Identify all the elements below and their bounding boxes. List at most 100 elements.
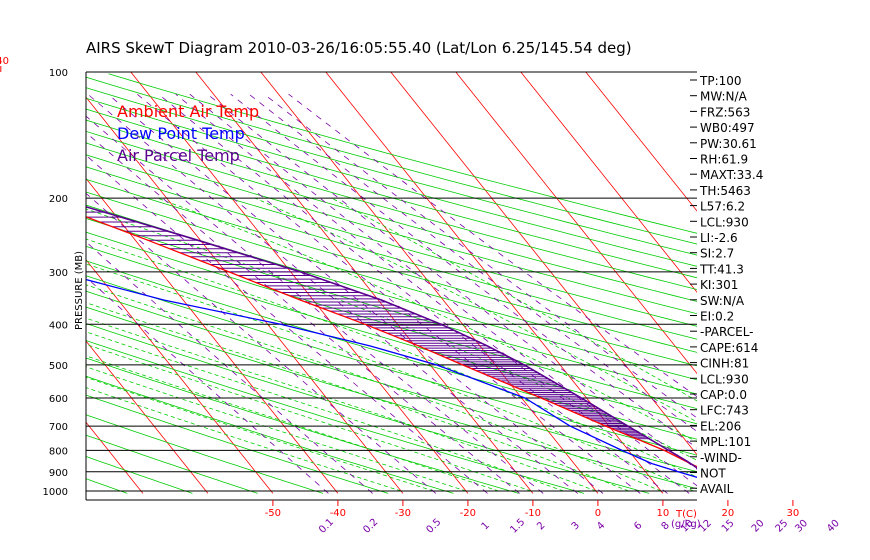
dry-adiabat-line: [86, 394, 389, 494]
stat-label: WB0:497: [700, 121, 755, 135]
mixing-ratio-line: [189, 93, 697, 487]
mixing-ratio-label: 3: [570, 520, 582, 532]
dry-adiabat-line: [86, 340, 585, 494]
dry-adiabat-line: [86, 434, 258, 494]
dry-adiabat-line: [86, 357, 519, 494]
isotherm-line: [86, 340, 209, 494]
stat-label: MW:N/A: [700, 90, 748, 104]
mixing-ratio-label: 1: [480, 520, 492, 532]
x-axis-unit-label: T(C): [675, 509, 697, 520]
mixing-ratio-line: [158, 93, 668, 494]
isobar-layer: 100 200 300 400 500 600 700 800 900 1000: [43, 68, 697, 498]
dry-adiabat-line: [86, 231, 697, 410]
mixing-ratio-line: [87, 93, 578, 494]
stat-label: AVAIL: [700, 482, 734, 496]
bottom-temp-tick-label: 0: [595, 508, 601, 519]
legend-entry: Ambient Air Temp: [117, 102, 259, 121]
stat-label: LFC:743: [700, 404, 749, 418]
pressure-tick-label: 800: [49, 446, 68, 457]
mixing-ratio-line: [86, 276, 329, 494]
ambient-air-temp-line: [86, 216, 697, 468]
mixing-ratio-label: 0.2: [361, 517, 380, 536]
mixing-ratio-label: 25: [774, 518, 791, 535]
pressure-tick-label: 700: [49, 422, 68, 433]
chart-title: AIRS SkewT Diagram 2010-03-26/16:05:55.4…: [86, 39, 632, 57]
stat-label: LI:-2.6: [700, 231, 738, 245]
stat-label: MAXT:33.4: [700, 168, 763, 182]
isotherm-line: [86, 259, 274, 494]
stat-label: SW:N/A: [700, 294, 745, 308]
air-parcel-temp-line: [86, 205, 697, 469]
stat-label: PW:30.61: [700, 137, 757, 151]
legend-entry: Dew Point Temp: [117, 124, 245, 143]
top-temp-tick-label: -40: [0, 56, 9, 67]
mixing-ratio-label: 1.5: [508, 517, 527, 536]
mixing-ratio-line: [86, 192, 437, 494]
mixing-ratio-label: 8: [660, 520, 672, 532]
pressure-tick-label: 1000: [43, 487, 68, 498]
moist-adiabat-line: [86, 366, 467, 492]
stat-label: EL:206: [700, 419, 741, 433]
dry-adiabat-line: [86, 306, 697, 490]
pressure-tick-label: 600: [49, 394, 68, 405]
stat-label: MPL:101: [700, 435, 751, 449]
isotherm-line: [390, 72, 697, 456]
mixing-ratio-label: 0.5: [424, 517, 443, 536]
dry-adiabat-line: [86, 323, 650, 494]
bottom-temp-tick-label: -40: [330, 508, 346, 519]
pressure-tick-label: 900: [49, 468, 68, 479]
stat-label: TH:5463: [699, 184, 751, 198]
pressure-tick-label: 300: [49, 268, 68, 279]
isotherm-line: [520, 72, 697, 293]
mixing-ratio-label: 4: [595, 520, 607, 532]
stat-label: RH:61.9: [700, 153, 748, 167]
moist-adiabat-line: [331, 197, 697, 402]
bottom-temp-tick-label: -20: [460, 508, 476, 519]
stat-label: LCL:930: [700, 372, 749, 386]
mixing-ratio-unit-label: (g/kg): [671, 519, 701, 530]
dry-adiabat-line: [86, 275, 697, 456]
mixing-ratio-line: [288, 93, 697, 398]
bottom-temp-tick-label: 10: [657, 508, 670, 519]
moist-adiabat-line: [254, 197, 697, 423]
dew-point-temp-line: [86, 278, 697, 478]
isotherm-line: [260, 72, 599, 494]
stat-label: FRZ:563: [700, 105, 750, 119]
cape-hatch-layer: [86, 206, 650, 440]
pressure-tick-label: 200: [49, 194, 68, 205]
dry-adiabat-line: [86, 119, 697, 290]
mixing-ratio-line: [248, 93, 697, 432]
mixing-ratio-label: 2: [535, 520, 547, 532]
dry-adiabat-line: [86, 375, 454, 494]
bottom-temp-tick-label: 30: [787, 508, 800, 519]
stat-label: CAP:0.0: [700, 388, 747, 402]
stat-label: CAPE:614: [700, 341, 758, 355]
moist-adiabat-line: [86, 263, 694, 492]
mixing-ratio-line: [86, 241, 373, 494]
mixing-ratio-label: 15: [720, 518, 737, 535]
dry-adiabat-line: [86, 414, 324, 494]
bottom-temp-tick-label: 20: [722, 508, 735, 519]
mixing-ratio-label: 40: [825, 518, 842, 535]
stat-label: KI:301: [700, 278, 738, 292]
stat-label: CINH:81: [700, 357, 749, 371]
pressure-tick-label: 400: [49, 320, 68, 331]
legend: Ambient Air Temp Dew Point Temp Air Parcel…: [117, 102, 259, 165]
stat-label: -PARCEL-: [700, 325, 754, 339]
dry-adiabat-line: [86, 154, 697, 327]
mixing-ratio-label: 0.1: [317, 517, 336, 536]
moist-adiabat-line: [157, 197, 697, 443]
bottom-temp-tick-label: -10: [525, 508, 541, 519]
series-layer: [86, 205, 697, 478]
mixing-ratio-label: 6: [632, 520, 644, 532]
pressure-tick-label: 500: [49, 361, 68, 372]
stat-label: L57:6.2: [700, 200, 745, 214]
mixing-ratio-label: 20: [750, 518, 767, 535]
dry-adiabat-line: [86, 178, 697, 353]
bottom-temp-tick-label: -30: [395, 508, 411, 519]
dry-adiabat-line: [86, 166, 697, 340]
dry-adiabat-line: [86, 130, 697, 302]
